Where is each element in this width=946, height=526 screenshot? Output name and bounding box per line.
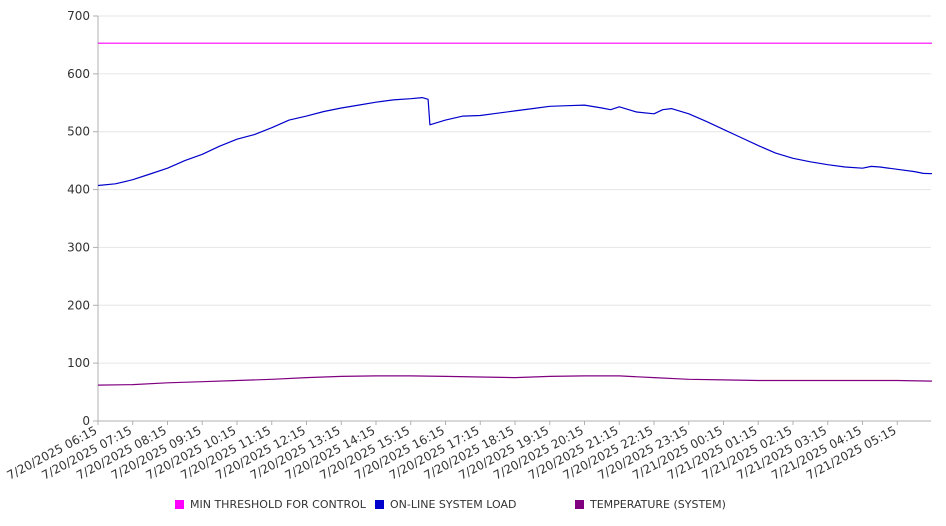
y-tick-label-0: 0 <box>82 414 90 428</box>
grid-lines <box>98 15 931 364</box>
legend-item-threshold: MIN THRESHOLD FOR CONTROL <box>175 498 366 511</box>
legend-swatch-threshold <box>175 500 184 509</box>
x-axis-ticks: 7/20/2025 06:157/20/2025 07:157/20/2025 … <box>5 421 899 483</box>
legend-swatch-system-load <box>375 500 384 509</box>
legend-swatch-temperature <box>575 500 584 509</box>
series-line-temperature-system <box>98 375 932 386</box>
y-tick-label-600: 600 <box>67 67 90 81</box>
y-tick-label-100: 100 <box>67 356 90 370</box>
legend-label-temperature: TEMPERATURE (SYSTEM) <box>590 498 726 511</box>
legend-item-system-load: ON-LINE SYSTEM LOAD <box>375 498 516 511</box>
y-tick-label-200: 200 <box>67 298 90 312</box>
legend-label-system-load: ON-LINE SYSTEM LOAD <box>390 498 517 511</box>
y-tick-label-700: 700 <box>67 9 90 23</box>
y-axis-ticks: 0 100 200 300 400 500 600 700 <box>67 9 98 428</box>
legend-item-temperature: TEMPERATURE (SYSTEM) <box>575 498 726 511</box>
y-tick-label-400: 400 <box>67 183 90 197</box>
legend: MIN THRESHOLD FOR CONTROL ON-LINE SYSTEM… <box>0 498 946 514</box>
series-line-on-line-system-load <box>98 96 932 187</box>
legend-label-threshold: MIN THRESHOLD FOR CONTROL <box>190 498 366 511</box>
axes <box>97 16 931 422</box>
series-lines <box>98 42 932 386</box>
y-tick-label-500: 500 <box>67 125 90 139</box>
y-tick-label-300: 300 <box>67 240 90 254</box>
